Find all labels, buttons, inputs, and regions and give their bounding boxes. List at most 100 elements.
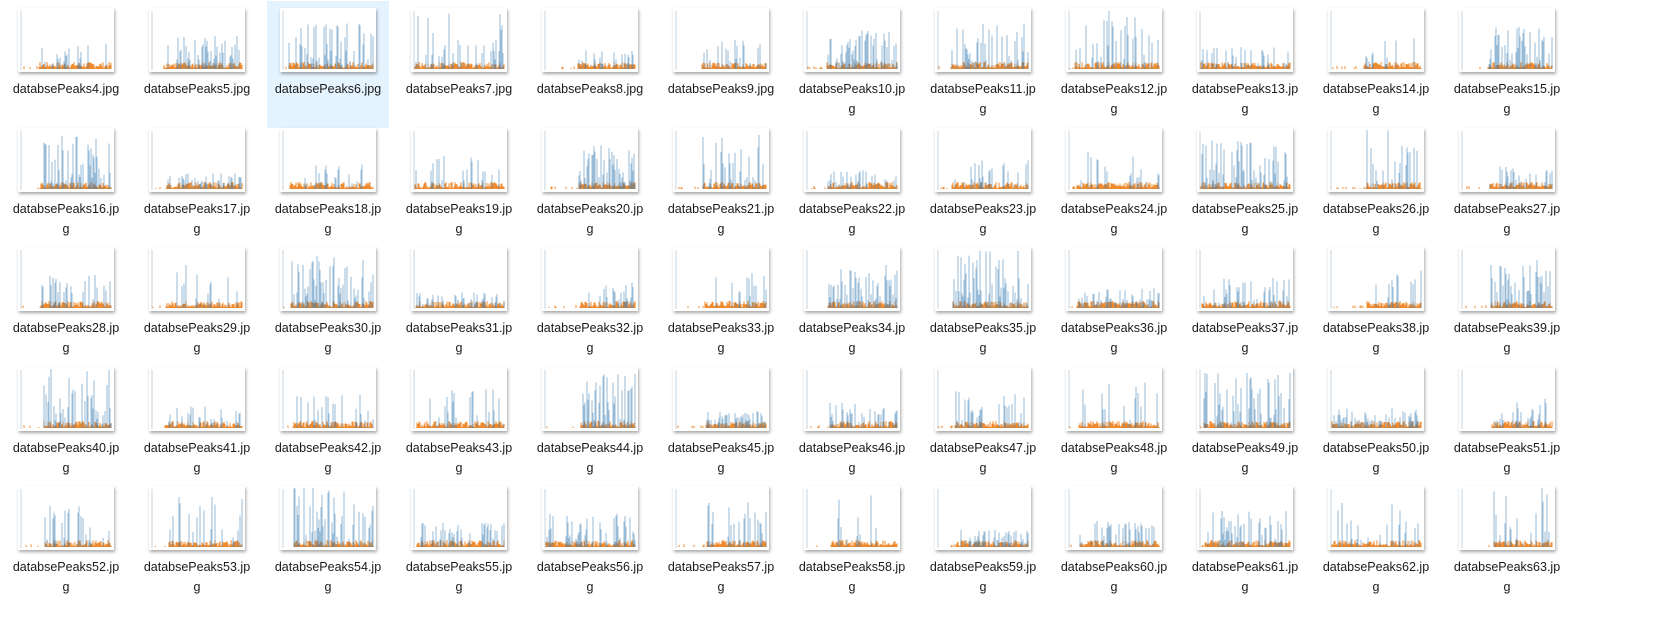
file-item[interactable]: databsePeaks42.jp g	[267, 360, 389, 487]
file-name-line: databsePeaks6.jpg	[274, 82, 382, 96]
file-item[interactable]: databsePeaks12.jp g	[1053, 1, 1175, 128]
file-item[interactable]: databsePeaks14.jp g	[1315, 1, 1437, 128]
file-name-line: g	[717, 460, 725, 475]
file-item[interactable]: databsePeaks20.jp g	[529, 121, 651, 248]
thumbnail-graphic	[806, 369, 898, 429]
file-item[interactable]: databsePeaks19.jp g	[398, 121, 520, 248]
file-item[interactable]: databsePeaks21.jp g	[660, 121, 782, 248]
thumbnail-graphic	[151, 250, 243, 309]
thumbnail-graphic	[151, 130, 243, 190]
thumbnail-graphic	[544, 250, 636, 309]
file-item[interactable]: databsePeaks25.jp g	[1184, 121, 1306, 248]
file-name-label: databsePeaks18.jp g	[267, 199, 389, 239]
file-name-line: databsePeaks46.jp	[798, 440, 906, 455]
file-name-label: databsePeaks37.jp g	[1184, 318, 1306, 358]
file-name-label: databsePeaks46.jp g	[791, 438, 913, 478]
image-thumbnail	[1066, 127, 1162, 192]
file-item[interactable]: databsePeaks27.jp g	[1446, 121, 1568, 248]
file-name-line: databsePeaks32.jp	[536, 321, 644, 335]
thumbnail-graphic	[413, 369, 505, 429]
thumbnail-graphic	[806, 11, 898, 70]
file-item[interactable]: databsePeaks39.jp g	[1446, 240, 1568, 367]
file-name-line: databsePeaks35.jp	[929, 321, 1037, 335]
file-name-line: databsePeaks43.jp	[405, 440, 513, 455]
file-name-line: g	[848, 221, 856, 236]
file-item[interactable]: databsePeaks5.jpg	[136, 1, 258, 128]
file-item[interactable]: databsePeaks44.jp g	[529, 360, 651, 487]
file-item[interactable]: databsePeaks7.jpg	[398, 1, 520, 128]
image-thumbnail	[542, 8, 638, 72]
file-item[interactable]: databsePeaks31.jp g	[398, 240, 520, 367]
image-thumbnail	[280, 8, 376, 72]
file-item[interactable]: databsePeaks43.jp g	[398, 360, 520, 487]
file-name-line: g	[979, 221, 987, 236]
file-name-line: g	[1372, 221, 1380, 236]
image-thumbnail	[542, 366, 638, 431]
file-item[interactable]: databsePeaks32.jp g	[529, 240, 651, 367]
file-name-label: databsePeaks27.jp g	[1446, 199, 1568, 239]
file-name-label: databsePeaks38.jp g	[1315, 318, 1437, 358]
file-name-label: databsePeaks9.jpg	[660, 79, 782, 99]
file-item[interactable]: databsePeaks6.jpg	[267, 1, 389, 128]
file-name-line: g	[586, 341, 594, 355]
file-name-label: databsePeaks47.jp g	[922, 438, 1044, 478]
file-item[interactable]: databsePeaks41.jp g	[136, 360, 258, 487]
file-item[interactable]: databsePeaks45.jp g	[660, 360, 782, 487]
file-name-line: g	[1241, 221, 1249, 236]
file-name-line: databsePeaks31.jp	[405, 321, 513, 335]
file-item[interactable]: databsePeaks10.jp g	[791, 1, 913, 128]
file-item[interactable]: databsePeaks47.jp g	[922, 360, 1044, 487]
file-item[interactable]: databsePeaks22.jp g	[791, 121, 913, 248]
file-item[interactable]: databsePeaks13.jp g	[1184, 1, 1306, 128]
file-item[interactable]: databsePeaks30.jp g	[267, 240, 389, 367]
file-name-label: databsePeaks6.jpg	[267, 79, 389, 99]
thumbnail-graphic	[20, 250, 112, 309]
file-name-line: databsePeaks40.jp	[12, 440, 120, 455]
file-item[interactable]: databsePeaks11.jp g	[922, 1, 1044, 128]
image-thumbnail	[411, 366, 507, 431]
file-item[interactable]: databsePeaks29.jp g	[136, 240, 258, 367]
file-name-line: databsePeaks26.jp	[1322, 201, 1430, 216]
file-name-label: databsePeaks29.jp g	[136, 318, 258, 358]
thumbnail-graphic	[937, 250, 1029, 309]
file-name-line: databsePeaks25.jp	[1191, 201, 1299, 216]
file-item[interactable]: databsePeaks36.jp g	[1053, 240, 1175, 367]
file-item[interactable]: databsePeaks33.jp g	[660, 240, 782, 367]
file-name-line: databsePeaks16.jp	[12, 201, 120, 216]
file-item[interactable]: databsePeaks40.jp g	[5, 360, 127, 487]
file-item[interactable]: databsePeaks38.jp g	[1315, 240, 1437, 367]
file-item[interactable]: databsePeaks35.jp g	[922, 240, 1044, 367]
file-item[interactable]: databsePeaks15.jp g	[1446, 1, 1568, 128]
file-item[interactable]: databsePeaks8.jpg	[529, 1, 651, 128]
file-name-label: databsePeaks25.jp g	[1184, 199, 1306, 239]
file-name-label: databsePeaks45.jp g	[660, 438, 782, 478]
file-item[interactable]: databsePeaks9.jpg	[660, 1, 782, 128]
thumbnail-graphic	[1461, 130, 1553, 190]
file-item[interactable]: databsePeaks17.jp g	[136, 121, 258, 248]
image-thumbnail	[18, 247, 114, 311]
image-thumbnail	[673, 8, 769, 72]
file-item[interactable]: databsePeaks28.jp g	[5, 240, 127, 367]
file-name-line: g	[1503, 102, 1511, 116]
file-item[interactable]: databsePeaks46.jp g	[791, 360, 913, 487]
file-item[interactable]: databsePeaks23.jp g	[922, 121, 1044, 248]
image-thumbnail	[1328, 8, 1424, 72]
image-thumbnail	[411, 247, 507, 311]
file-item[interactable]: databsePeaks48.jp g	[1053, 360, 1175, 487]
image-thumbnail	[18, 366, 114, 431]
file-name-line: g	[324, 341, 332, 355]
file-name-label: databsePeaks42.jp g	[267, 438, 389, 478]
file-name-line: g	[979, 460, 987, 475]
file-name-line: databsePeaks38.jp	[1322, 321, 1430, 335]
image-thumbnail	[280, 247, 376, 311]
file-name-line: databsePeaks37.jp	[1191, 321, 1299, 335]
file-item[interactable]: databsePeaks24.jp g	[1053, 121, 1175, 248]
file-item[interactable]: databsePeaks16.jp g	[5, 121, 127, 248]
image-thumbnail	[149, 127, 245, 192]
file-item[interactable]: databsePeaks18.jp g	[267, 121, 389, 248]
file-item[interactable]: databsePeaks26.jp g	[1315, 121, 1437, 248]
file-item[interactable]: databsePeaks34.jp g	[791, 240, 913, 367]
file-item[interactable]: databsePeaks4.jpg	[5, 1, 127, 128]
thumbnail-graphic	[937, 130, 1029, 190]
file-item[interactable]: databsePeaks37.jp g	[1184, 240, 1306, 367]
